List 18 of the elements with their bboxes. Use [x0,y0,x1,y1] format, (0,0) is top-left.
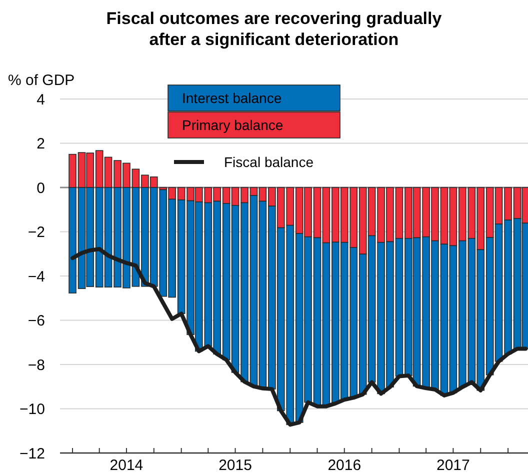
y-tick-label: −12 [20,445,45,462]
y-tick-label: 0 [36,180,45,197]
x-tick-label: 2016 [328,457,362,474]
chart-title: Fiscal outcomes are recovering gradually after a significant deterioration [106,9,442,49]
y-tick-label: 4 [36,91,45,108]
y-axis-title: % of GDP [8,72,75,89]
x-tick-label: 2017 [436,457,470,474]
x-tick-label: 2015 [218,457,252,474]
y-tick-label: 2 [36,136,45,152]
y-tick-label: −10 [20,401,45,418]
y-tick-label: −2 [28,224,45,241]
text: Interest balance [182,90,282,106]
x-tick-label: 2014 [110,457,144,474]
legend-label: Fiscal balance [224,154,314,170]
y-tick-label: −8 [28,356,45,374]
y-tick-label: −6 [28,312,45,330]
text: Primary balance [182,117,284,133]
y-tick-label: −4 [28,268,45,286]
